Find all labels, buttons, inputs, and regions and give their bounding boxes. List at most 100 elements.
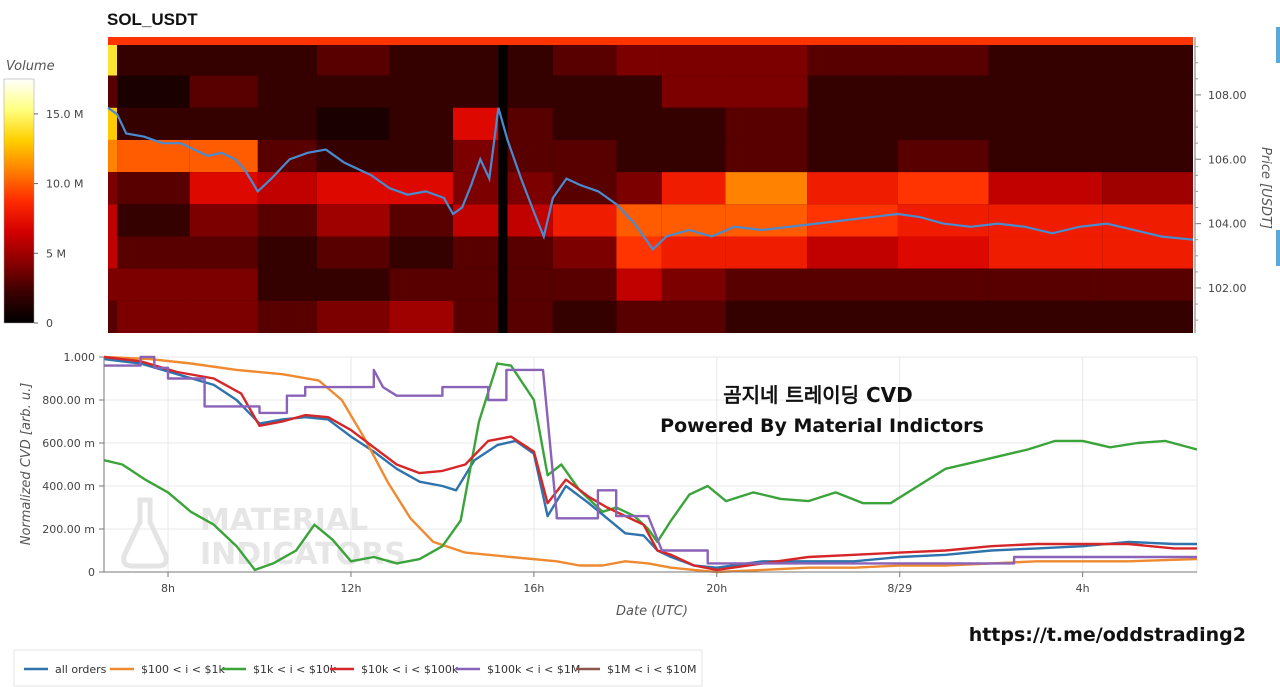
heatmap-cell — [897, 75, 989, 108]
heatmap-cell — [725, 43, 808, 76]
heatmap-cell — [389, 236, 454, 269]
heatmap-cell — [453, 75, 499, 108]
heatmap-cell — [616, 268, 662, 301]
heatmap-cell — [988, 75, 1103, 108]
cvd-y-tick-label: 1.000 — [64, 351, 96, 364]
heatmap-cell — [552, 75, 617, 108]
heatmap-cell — [498, 268, 508, 301]
heatmap-cell — [498, 75, 508, 108]
heatmap-cell — [498, 139, 508, 173]
heatmap-cell — [316, 172, 390, 205]
cvd-x-axis-label: Date (UTC) — [616, 604, 688, 619]
heatmap-cell — [108, 236, 118, 269]
cvd-x-tick-label: 12h — [340, 582, 361, 595]
heatmap-cell — [189, 300, 258, 333]
heatmap-cell — [616, 172, 662, 205]
volume-heatmap — [108, 37, 1193, 333]
heatmap-cell — [117, 172, 190, 205]
heatmap-cell — [1102, 204, 1193, 237]
heatmap-cell — [807, 43, 898, 76]
heatmap-cell — [1102, 75, 1193, 108]
heatmap-cell — [897, 300, 989, 333]
cvd-series-lines — [103, 355, 1198, 574]
heatmap-cell — [498, 43, 508, 76]
heatmap-cell — [897, 268, 989, 301]
cvd-series-line — [103, 355, 1197, 572]
heatmap-cell — [189, 172, 258, 205]
heatmap-cell — [453, 172, 499, 205]
heatmap-cell — [897, 107, 989, 140]
heatmap-cell — [507, 204, 553, 237]
heatmap-cell — [552, 300, 617, 333]
heatmap-cell — [108, 268, 118, 301]
colorbar-tick-label: 10.0 M — [46, 178, 83, 191]
heatmap-cell — [897, 236, 989, 269]
cvd-series-line — [103, 362, 1198, 572]
heatmap-cell — [498, 236, 508, 269]
heatmap-cell — [389, 300, 454, 333]
heatmap-cell — [552, 236, 617, 269]
side-marker-top — [1276, 27, 1280, 63]
heatmap-cell — [897, 139, 989, 173]
cvd-axes: 0 200.00 m 400.00 m 600.00 m 800.00 m 1.000 8h… — [42, 351, 1197, 595]
heatmap-cell — [988, 236, 1103, 269]
colorbar-tick-label: 15.0 M — [46, 108, 83, 121]
heatmap-cell — [117, 236, 190, 269]
heatmap-cell — [316, 204, 390, 237]
overlay-subtitle: Powered By Material Indictors — [660, 415, 984, 437]
heatmap-cell — [725, 172, 808, 205]
colorbar-ticks: 0 5 M 10.0 M 15.0 M — [34, 108, 83, 330]
cvd-y-tick-label: 800.00 m — [42, 394, 95, 407]
heatmap-cell — [988, 43, 1103, 76]
heatmap-cell — [117, 107, 190, 140]
heatmap-cell — [257, 204, 317, 237]
heatmap-cell — [257, 268, 317, 301]
heatmap-cell — [552, 43, 617, 76]
cvd-y-axis-label: Normalized CVD [arb. u.] — [19, 383, 34, 546]
heatmap-cell — [453, 236, 499, 269]
heatmap-cell — [552, 139, 617, 173]
legend-label: all orders — [55, 663, 107, 676]
heatmap-top-band — [108, 37, 1193, 45]
legend-label: $1k < i < $10k — [253, 663, 337, 676]
footer-url[interactable]: https://t.me/oddstrading2 — [969, 624, 1246, 646]
heatmap-cell — [498, 172, 508, 205]
heatmap-cell — [807, 75, 898, 108]
chart-title: SOL_USDT — [107, 10, 198, 29]
heatmap-cell — [616, 107, 662, 140]
heatmap-cell — [507, 300, 553, 333]
heatmap-cell — [897, 204, 989, 237]
heatmap-cell — [453, 107, 499, 140]
heatmap-cell — [661, 139, 726, 173]
heatmap-cell — [988, 172, 1103, 205]
heatmap-cell — [507, 236, 553, 269]
heatmap-cell — [725, 75, 808, 108]
heatmap-cell — [725, 236, 808, 269]
heatmap-cell — [807, 236, 898, 269]
side-marker-bottom — [1276, 230, 1280, 266]
price-axis: 102.00 104.00 106.00 108.00 — [1194, 37, 1247, 333]
heatmap-cell — [189, 139, 258, 173]
heatmap-cell — [389, 172, 454, 205]
price-axis-label: Price [USDT] — [1258, 147, 1273, 229]
heatmap-cell — [316, 75, 390, 108]
heatmap-cell — [661, 107, 726, 140]
cvd-y-tick-label: 200.00 m — [42, 523, 95, 536]
heatmap-cell — [389, 268, 454, 301]
heatmap-cell — [389, 75, 454, 108]
heatmap-cell — [316, 236, 390, 269]
heatmap-cell — [453, 43, 499, 76]
heatmap-cell — [189, 204, 258, 237]
heatmap-cell — [807, 268, 898, 301]
heatmap-cell — [725, 268, 808, 301]
heatmap-cell — [117, 75, 190, 108]
heatmap-cell — [389, 139, 454, 173]
heatmap-cell — [897, 172, 989, 205]
heatmap-cell — [108, 43, 118, 76]
heatmap-cell — [988, 268, 1103, 301]
heatmap-cell — [257, 43, 317, 76]
legend: all orders $100 < i < $1k $1k < i < $10k $1… — [24, 663, 696, 676]
heatmap-cell — [507, 139, 553, 173]
heatmap-cell — [507, 75, 553, 108]
